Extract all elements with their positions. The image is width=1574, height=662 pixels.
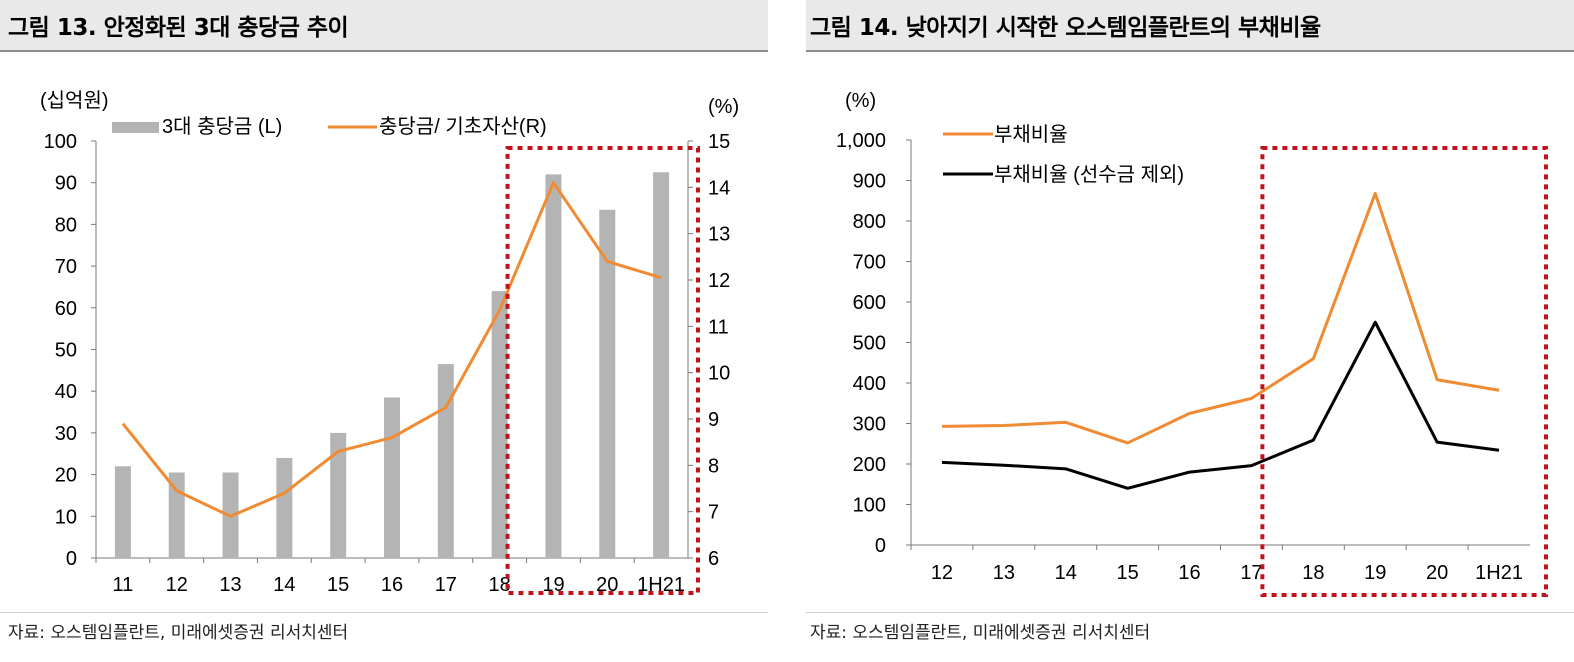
y-tick-label: 600 <box>853 292 886 314</box>
x-tick-label: 13 <box>993 562 1015 584</box>
legend-swatch-bar <box>112 122 159 133</box>
x-tick-label: 19 <box>542 574 564 596</box>
x-tick-label: 16 <box>1178 562 1200 584</box>
bar <box>114 466 131 558</box>
highlight-box <box>505 146 700 595</box>
bar <box>437 364 454 558</box>
legend-label: 부채비율 <box>994 123 1068 146</box>
x-tick-label: 13 <box>219 574 241 596</box>
x-tick-label: 15 <box>327 574 349 596</box>
x-tick-label: 18 <box>489 574 511 596</box>
x-tick-label: 11 <box>113 574 134 596</box>
right-tick-label: 14 <box>708 177 730 199</box>
y-tick-label: 700 <box>853 252 886 274</box>
right-tick-label: 11 <box>708 316 729 338</box>
left-tick-label: 20 <box>55 465 77 487</box>
bar <box>545 174 562 559</box>
y-tick-label: 500 <box>853 333 886 355</box>
series-line <box>121 181 662 518</box>
right-tick-label: 12 <box>708 270 730 292</box>
left-tick-label: 60 <box>55 298 77 320</box>
divider <box>0 612 768 613</box>
legend-label: 부채비율 (선수금 제외) <box>994 163 1184 186</box>
source-note: 자료: 오스템임플란트, 미래에셋증권 리서치센터 <box>810 623 1151 643</box>
legend-label: 충당금/ 기초자산(R) <box>379 115 547 138</box>
divider <box>806 612 1574 613</box>
highlight-box <box>1260 146 1548 597</box>
bar <box>276 457 293 558</box>
right-tick-label: 9 <box>708 409 719 431</box>
left-tick-label: 70 <box>55 256 77 278</box>
left-tick-label: 10 <box>55 506 77 528</box>
y-tick-label: 100 <box>853 495 886 517</box>
figure-14-panel: 그림 14. 낮아지기 시작한 오스템임플란트의 부채비율 0 100 200 300… <box>806 0 1574 662</box>
left-tick-label: 80 <box>55 214 77 236</box>
bar <box>653 172 670 558</box>
series-line <box>941 191 1500 445</box>
x-tick-label: 1H21 <box>637 574 685 596</box>
source-note: 자료: 오스템임플란트, 미래에셋증권 리서치센터 <box>8 623 349 643</box>
legend-label: 3대 충당금 (L) <box>162 115 282 138</box>
x-tick-label: 14 <box>273 574 295 596</box>
x-tick-label: 17 <box>1240 562 1262 584</box>
figure-title: 그림 14. 낮아지기 시작한 오스템임플란트의 부채비율 <box>810 15 1321 41</box>
left-tick-label: 30 <box>55 423 77 445</box>
left-tick-label: 40 <box>55 381 77 403</box>
right-tick-label: 8 <box>708 455 719 477</box>
bar <box>384 397 400 558</box>
right-tick-label: 7 <box>708 502 719 524</box>
left-tick-label: 50 <box>55 340 77 362</box>
x-tick-label: 17 <box>435 574 457 596</box>
x-tick-label: 15 <box>1117 562 1139 584</box>
x-tick-label: 12 <box>931 562 953 584</box>
x-tick-label: 20 <box>1426 562 1448 584</box>
bar <box>330 432 347 558</box>
title-band: 그림 13. 안정화된 3대 충당금 추이 <box>0 0 768 52</box>
figure-13-panel: 그림 13. 안정화된 3대 충당금 추이 0 10 20 30 40 50 60 70 80 9… <box>0 0 768 662</box>
provision-chart: 0 10 20 30 40 50 60 70 80 90 100 6 7 8 9 10 11 12 13 14 15 11… <box>40 89 739 596</box>
x-tick-label: 19 <box>1364 562 1386 584</box>
right-axis-unit: (%) <box>708 96 739 118</box>
y-axis-unit: (%) <box>845 90 876 112</box>
right-tick-label: 6 <box>708 548 719 570</box>
x-tick-label: 18 <box>1302 562 1324 584</box>
y-tick-label: 200 <box>853 454 886 476</box>
y-tick-label: 800 <box>853 211 886 233</box>
bar <box>599 209 616 558</box>
title-band: 그림 14. 낮아지기 시작한 오스템임플란트의 부채비율 <box>806 0 1574 52</box>
right-tick-label: 10 <box>708 363 730 385</box>
left-axis-unit: (십억원) <box>40 89 109 112</box>
left-tick-label: 90 <box>55 173 77 195</box>
x-tick-label: 14 <box>1055 562 1077 584</box>
y-tick-label: 1,000 <box>836 130 886 152</box>
figure-title: 그림 13. 안정화된 3대 충당금 추이 <box>8 15 349 41</box>
x-tick-label: 16 <box>381 574 403 596</box>
x-tick-label: 12 <box>166 574 188 596</box>
y-tick-label: 0 <box>875 535 886 557</box>
right-tick-label: 15 <box>708 131 730 153</box>
left-tick-label: 0 <box>66 548 77 570</box>
series-line <box>941 320 1500 490</box>
x-tick-label: 1H21 <box>1475 562 1523 584</box>
right-tick-label: 13 <box>708 224 730 246</box>
y-tick-label: 300 <box>853 414 886 436</box>
left-tick-label: 100 <box>44 131 77 153</box>
y-tick-label: 400 <box>853 373 886 395</box>
x-tick-label: 20 <box>596 574 618 596</box>
debt-ratio-chart: 0 100 200 300 400 500 600 700 800 900 1,000 12 13 14 1… <box>836 90 1548 597</box>
y-tick-label: 900 <box>853 171 886 193</box>
bar <box>491 291 508 558</box>
